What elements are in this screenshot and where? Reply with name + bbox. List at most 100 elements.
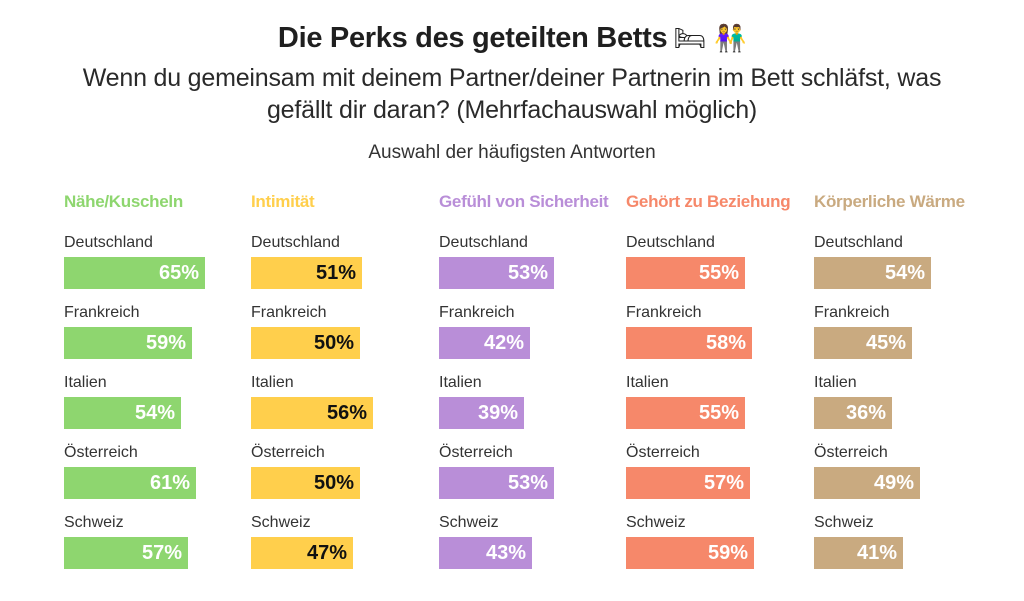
bar-row: Italien 56%	[251, 374, 431, 440]
country-label: Italien	[439, 374, 482, 391]
country-label: Italien	[64, 374, 107, 391]
bar-value-label: 43%	[485, 542, 526, 564]
bar: 36%	[814, 397, 892, 429]
bar: 55%	[626, 397, 745, 429]
chart-subtitle-line-1: Wenn du gemeinsam mit deinem Partner/dei…	[82, 64, 942, 92]
bed-couple-emoji-icon: 🛏 👫	[673, 24, 747, 54]
country-label: Deutschland	[814, 234, 903, 251]
series-title: Körperliche Wärme	[814, 192, 965, 211]
panel-series-2: Gefühl von Sicherheit Deutschland 53% Frank…	[439, 192, 619, 582]
bar: 53%	[439, 467, 554, 499]
country-label: Schweiz	[814, 514, 874, 531]
bar: 41%	[814, 537, 903, 569]
bar: 57%	[626, 467, 750, 499]
panel-series-4: Körperliche Wärme Deutschland 54% Frankreic…	[814, 192, 994, 582]
bar-value-label: 54%	[134, 402, 175, 424]
bar-row: Frankreich 58%	[626, 304, 806, 370]
chart-title-text: Die Perks des geteilten Betts	[277, 22, 668, 54]
bar-value-label: 65%	[158, 262, 199, 284]
bar-row: Schweiz 41%	[814, 514, 994, 580]
country-label: Deutschland	[439, 234, 528, 251]
series-title: Intimität	[251, 192, 315, 211]
bar: 42%	[439, 327, 530, 359]
bar: 53%	[439, 257, 554, 289]
bar-value-label: 55%	[698, 402, 739, 424]
country-label: Italien	[626, 374, 669, 391]
bar-value-label: 59%	[145, 332, 186, 354]
chart-subtitle-line-2: gefällt dir daran? (Mehrfachauswahl mögl…	[266, 96, 758, 124]
bar: 50%	[251, 467, 360, 499]
country-label: Deutschland	[64, 234, 153, 251]
bar-row: Deutschland 54%	[814, 234, 994, 300]
bar: 58%	[626, 327, 752, 359]
bar: 65%	[64, 257, 205, 289]
country-label: Schweiz	[64, 514, 124, 531]
bar-row: Frankreich 42%	[439, 304, 619, 370]
bar: 59%	[64, 327, 192, 359]
bar-row: Frankreich 50%	[251, 304, 431, 370]
bar: 45%	[814, 327, 912, 359]
panel-series-1: Intimität Deutschland 51% Frankreich 50% Ital…	[251, 192, 431, 582]
bar: 54%	[64, 397, 181, 429]
bar-row: Deutschland 51%	[251, 234, 431, 300]
bar: 57%	[64, 537, 188, 569]
bar-value-label: 56%	[326, 402, 367, 424]
bar: 59%	[626, 537, 754, 569]
bar-row: Deutschland 53%	[439, 234, 619, 300]
bar-value-label: 42%	[483, 332, 524, 354]
chart-note: Auswahl der häufigsten Antworten	[368, 142, 656, 163]
country-label: Schweiz	[251, 514, 311, 531]
bar: 61%	[64, 467, 196, 499]
bar-value-label: 45%	[865, 332, 906, 354]
bar: 43%	[439, 537, 532, 569]
chart-subtitle: Wenn du gemeinsam mit deinem Partner/dei…	[40, 62, 984, 126]
bar-row: Frankreich 59%	[64, 304, 244, 370]
bar-value-label: 58%	[705, 332, 746, 354]
bar: 51%	[251, 257, 362, 289]
bar-row: Österreich 57%	[626, 444, 806, 510]
series-title: Nähe/Kuscheln	[64, 192, 183, 211]
country-label: Österreich	[251, 444, 325, 461]
bar-value-label: 36%	[845, 402, 886, 424]
series-title: Gefühl von Sicherheit	[439, 192, 609, 211]
bar-row: Österreich 61%	[64, 444, 244, 510]
bar: 50%	[251, 327, 360, 359]
chart-title: Die Perks des geteilten Betts 🛏 👫	[0, 22, 1024, 55]
bar-row: Schweiz 47%	[251, 514, 431, 580]
panel-series-3: Gehört zu Beziehung Deutschland 55% Frankre…	[626, 192, 806, 582]
bar-row: Schweiz 43%	[439, 514, 619, 580]
country-label: Italien	[251, 374, 294, 391]
bar-row: Italien 39%	[439, 374, 619, 440]
bar-value-label: 57%	[141, 542, 182, 564]
country-label: Frankreich	[251, 304, 327, 321]
bar: 55%	[626, 257, 745, 289]
bar-value-label: 47%	[306, 542, 347, 564]
bar-row: Österreich 49%	[814, 444, 994, 510]
country-label: Frankreich	[626, 304, 702, 321]
bar-value-label: 57%	[703, 472, 744, 494]
country-label: Deutschland	[251, 234, 340, 251]
bar-value-label: 39%	[477, 402, 518, 424]
country-label: Frankreich	[439, 304, 515, 321]
bar-row: Deutschland 55%	[626, 234, 806, 300]
bar-value-label: 53%	[507, 472, 548, 494]
country-label: Österreich	[439, 444, 513, 461]
bar-value-label: 50%	[313, 332, 354, 354]
bar-row: Italien 55%	[626, 374, 806, 440]
bar: 39%	[439, 397, 524, 429]
country-label: Schweiz	[439, 514, 499, 531]
bar: 54%	[814, 257, 931, 289]
bar-row: Schweiz 59%	[626, 514, 806, 580]
bar-value-label: 49%	[873, 472, 914, 494]
panel-series-0: Nähe/Kuscheln Deutschland 65% Frankreich 59%…	[64, 192, 244, 582]
country-label: Österreich	[626, 444, 700, 461]
bar-value-label: 61%	[149, 472, 190, 494]
country-label: Italien	[814, 374, 857, 391]
bar-value-label: 59%	[707, 542, 748, 564]
country-label: Frankreich	[64, 304, 140, 321]
country-label: Schweiz	[626, 514, 686, 531]
bar-value-label: 50%	[313, 472, 354, 494]
bar: 56%	[251, 397, 373, 429]
country-label: Frankreich	[814, 304, 890, 321]
bar-row: Frankreich 45%	[814, 304, 994, 370]
